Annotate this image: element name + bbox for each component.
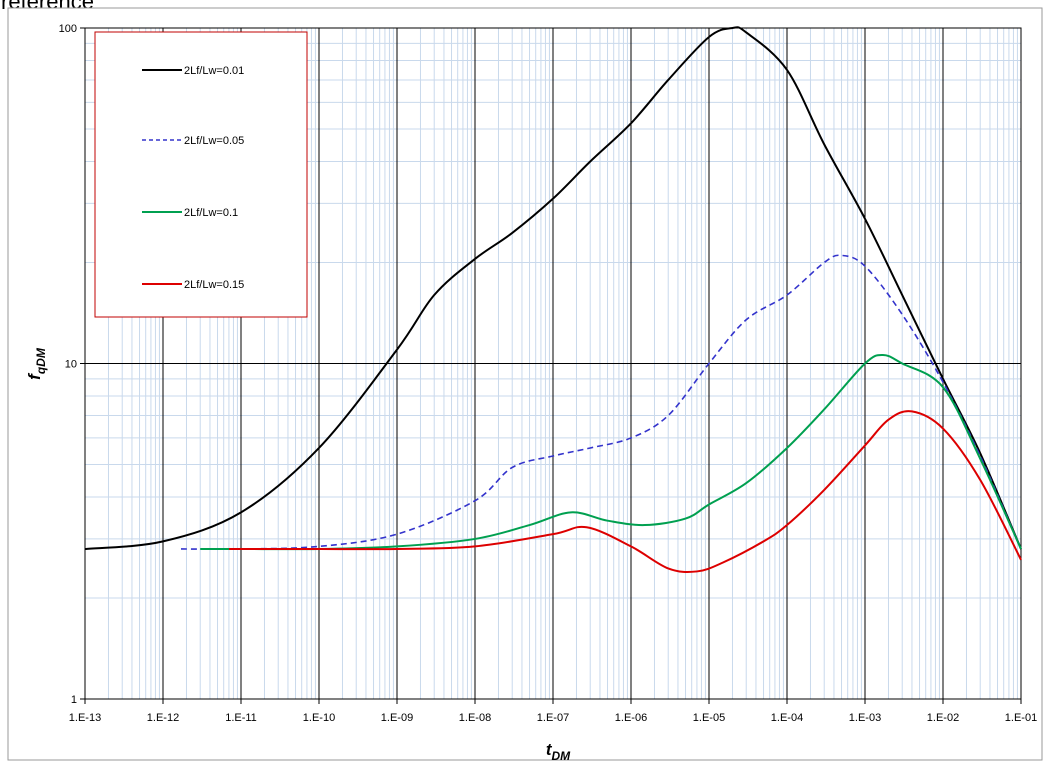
x-axis-ticks: 1.E-13 1.E-12 1.E-11 1.E-10 1.E-09 1.E-08 1.E-… [69, 699, 1037, 724]
legend-entry: 2Lf/Lw=0.15 [142, 279, 244, 291]
x-tick-label: 1.E-01 [1005, 712, 1037, 724]
series-line-3 [200, 354, 1022, 551]
y-tick-label: 100 [59, 23, 77, 35]
x-tick-label: 1.E-09 [381, 712, 413, 724]
x-axis-title: tDM [546, 740, 571, 761]
legend-box [94, 31, 308, 318]
y-tick-label: 1 [71, 694, 77, 706]
series-line-4 [228, 410, 1022, 574]
x-tick-label: 1.E-03 [849, 712, 881, 724]
x-tick-label: 1.E-06 [615, 712, 647, 724]
legend-label: 2Lf/Lw=0.01 [184, 65, 244, 77]
legend-entry: 2Lf/Lw=0.01 [142, 65, 244, 77]
y-axis-ticks: 1 10 100 [59, 23, 85, 706]
x-tick-label: 1.E-05 [693, 712, 725, 724]
series-layer [84, 26, 1022, 574]
legend-label: 2Lf/Lw=0.15 [184, 279, 244, 291]
x-tick-label: 1.E-10 [303, 712, 335, 724]
legend-label: 2Lf/Lw=0.05 [184, 135, 244, 147]
legend-entry: 2Lf/Lw=0.05 [142, 135, 244, 147]
x-tick-label: 1.E-13 [69, 712, 101, 724]
legend-entry: 2Lf/Lw=0.1 [142, 207, 238, 219]
y-tick-label: 10 [65, 359, 77, 371]
series-line-1 [84, 26, 1022, 550]
legend: 2Lf/Lw=0.01 2Lf/Lw=0.05 2Lf/Lw=0.1 2Lf/L… [94, 31, 308, 318]
x-tick-label: 1.E-11 [225, 712, 257, 724]
series-line-2 [180, 254, 1022, 550]
y-axis-title: fqDM [25, 347, 48, 380]
x-tick-label: 1.E-07 [537, 712, 569, 724]
x-tick-label: 1.E-04 [771, 712, 803, 724]
x-tick-label: 1.E-08 [459, 712, 491, 724]
legend-label: 2Lf/Lw=0.1 [184, 207, 238, 219]
x-tick-label: 1.E-12 [147, 712, 179, 724]
x-tick-label: 1.E-02 [927, 712, 959, 724]
